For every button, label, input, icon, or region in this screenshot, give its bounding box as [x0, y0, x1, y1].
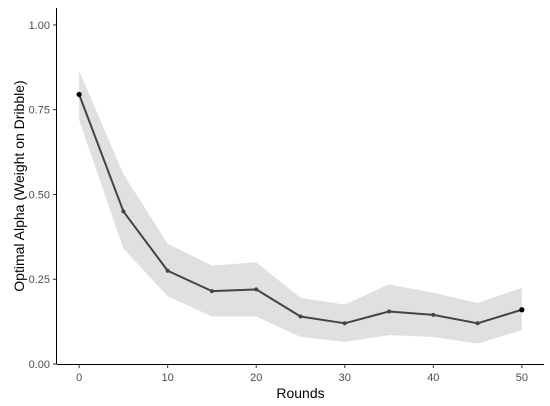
- data-point: [76, 91, 82, 98]
- y-axis-ticks: 0.00 0.25 0.50 0.75 1.00: [29, 20, 57, 371]
- x-tick-label: 10: [162, 372, 174, 384]
- y-axis-title: Optimal Alpha (Weight on Dribble): [11, 80, 27, 291]
- data-point: [165, 268, 170, 273]
- x-tick-label: 40: [427, 372, 439, 384]
- confidence-band: [79, 70, 522, 344]
- x-tick-label: 0: [76, 372, 82, 384]
- series-line: [78, 94, 523, 325]
- x-axis-ticks: 0 10 20 30 40 50: [76, 364, 528, 384]
- data-point: [342, 321, 347, 326]
- x-axis-title: Rounds: [276, 385, 324, 401]
- data-point: [121, 209, 126, 214]
- data-point-layer: [76, 91, 525, 326]
- data-point: [519, 307, 525, 313]
- data-point: [387, 309, 392, 314]
- y-tick-label: 0.25: [29, 274, 50, 286]
- axes: [56, 8, 544, 365]
- confidence-band-layer: [79, 70, 522, 344]
- x-tick-label: 20: [250, 372, 262, 384]
- y-tick-label: 0.75: [29, 105, 50, 117]
- y-tick-label: 0.50: [29, 189, 50, 201]
- data-point: [475, 321, 480, 326]
- y-tick-label: 1.00: [29, 20, 50, 32]
- y-tick-label: 0.00: [29, 359, 50, 371]
- series-line-layer: [78, 94, 523, 325]
- data-point: [209, 289, 214, 294]
- data-point: [431, 312, 436, 317]
- x-tick-label: 50: [516, 372, 528, 384]
- data-point: [254, 287, 259, 292]
- x-tick-label: 30: [339, 372, 351, 384]
- data-point: [298, 314, 303, 319]
